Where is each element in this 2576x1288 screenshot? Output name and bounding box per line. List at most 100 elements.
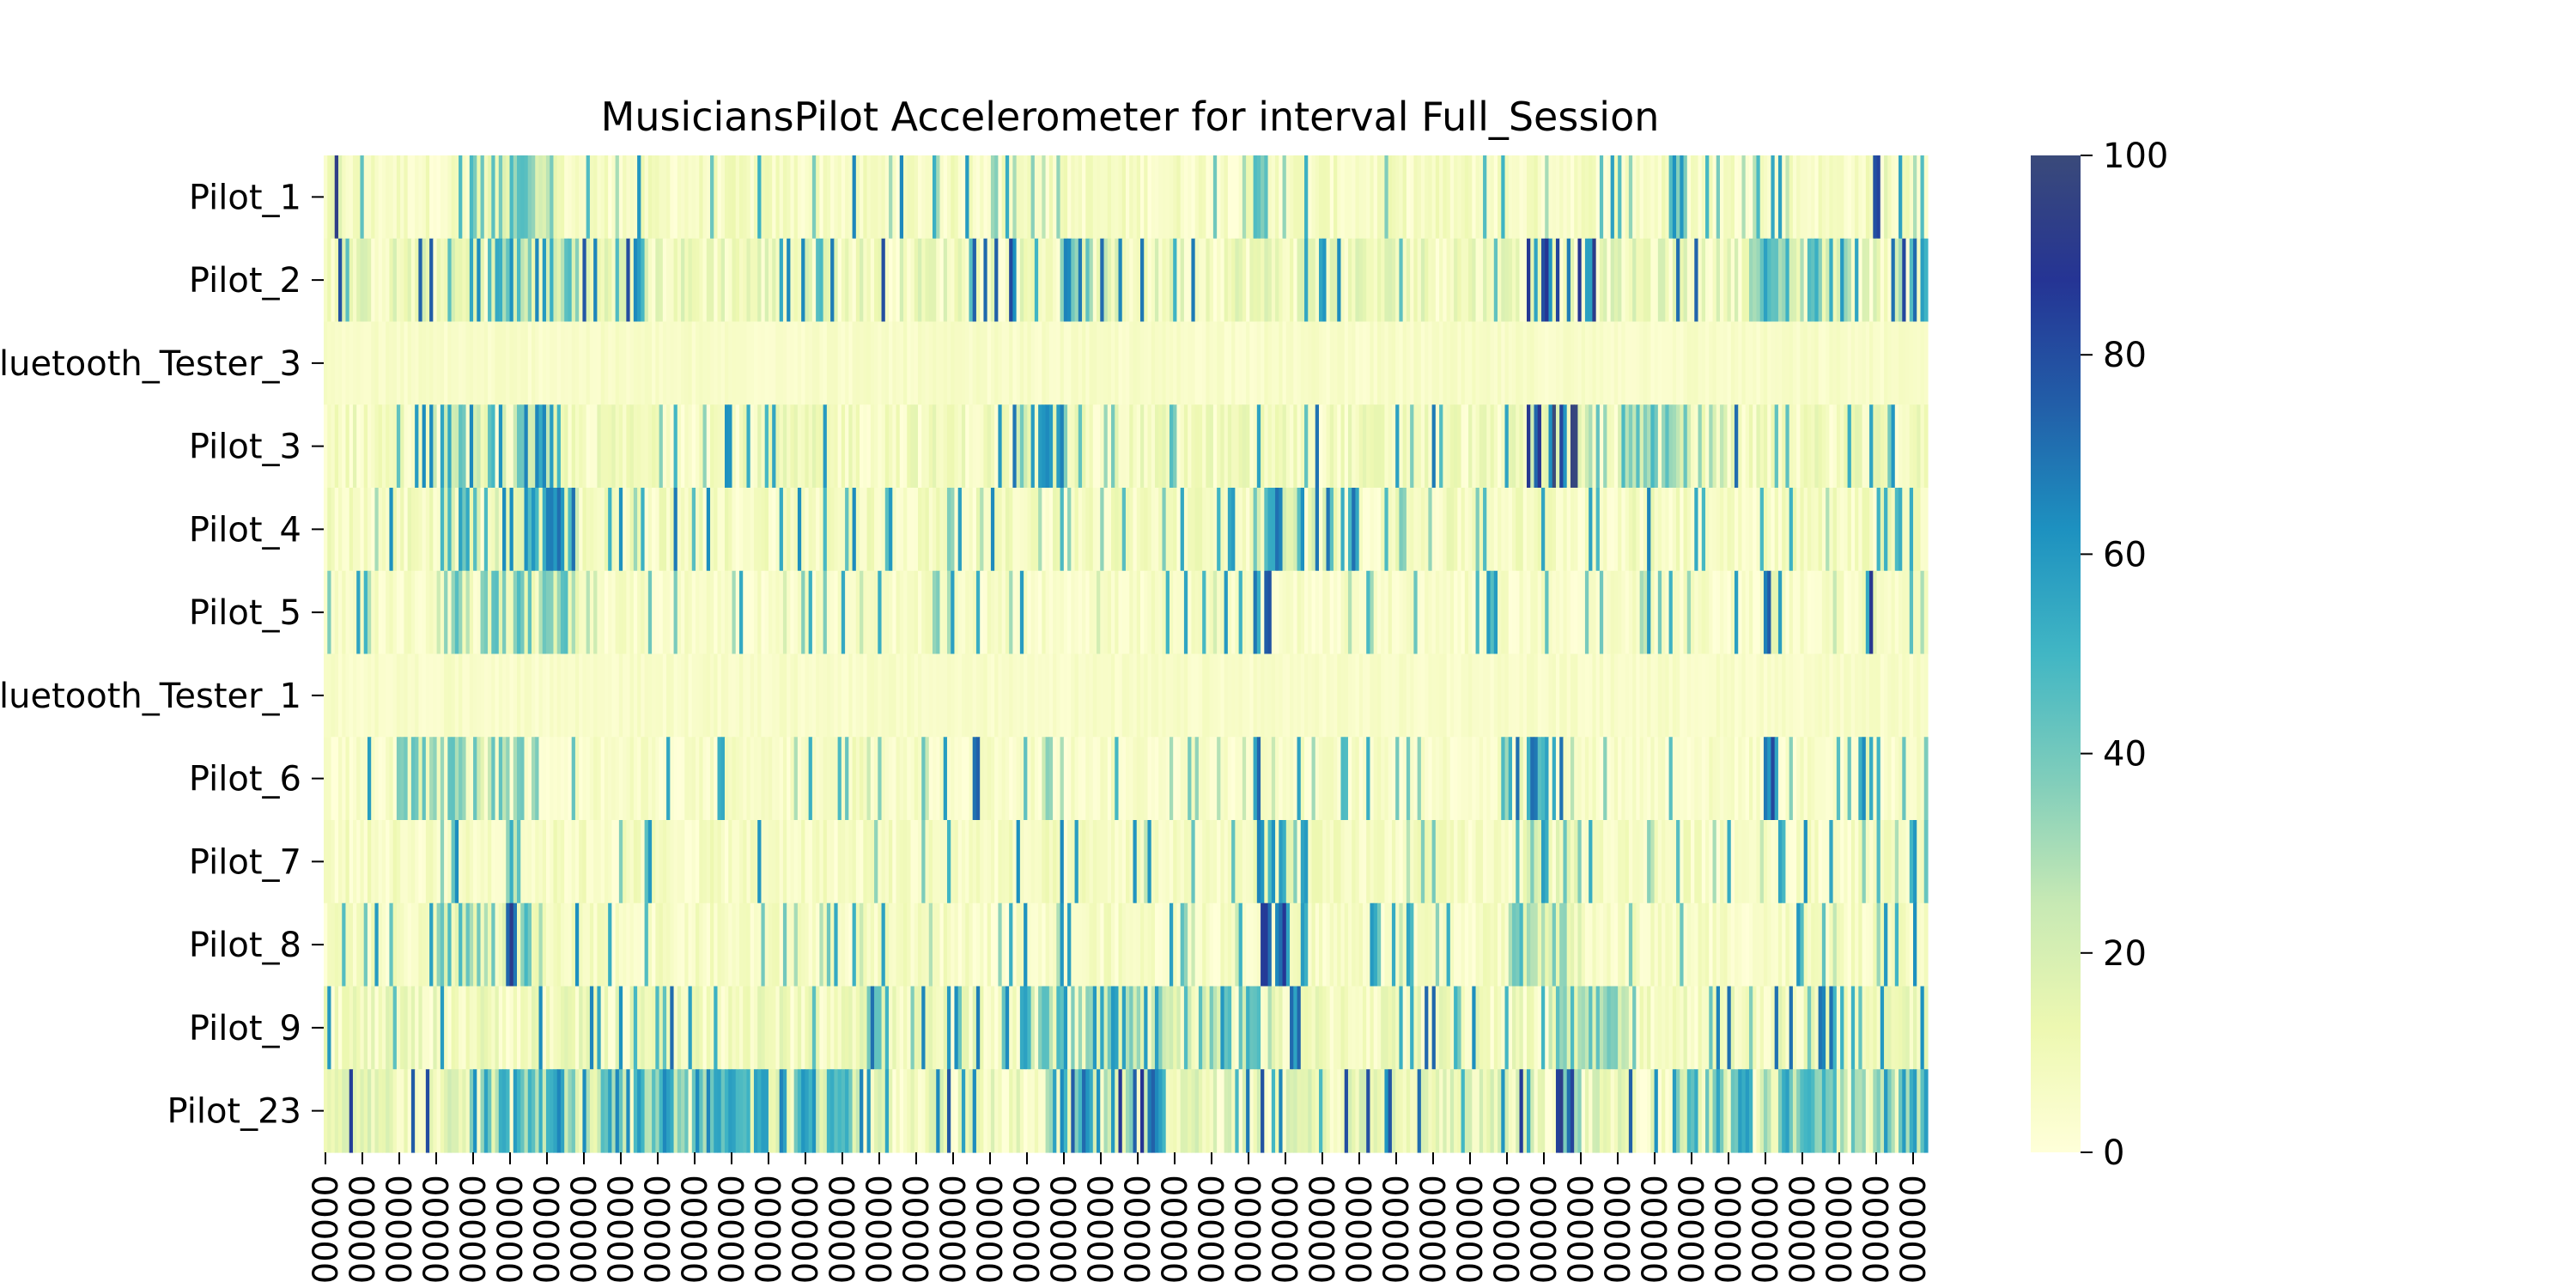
heatmap-cell (743, 986, 748, 1070)
heatmap-cell (1264, 820, 1269, 904)
heatmap-cell (1905, 238, 1911, 323)
heatmap-cell (556, 488, 562, 572)
heatmap-cell (1753, 488, 1758, 572)
heatmap-cell (819, 488, 824, 572)
heatmap-cell (1417, 570, 1422, 655)
heatmap-cell (392, 1069, 398, 1153)
heatmap-cell (608, 986, 612, 1070)
heatmap-cell (1865, 321, 1870, 405)
heatmap-cell (1326, 404, 1331, 489)
heatmap-cell (407, 238, 412, 323)
heatmap-cell (834, 155, 839, 240)
heatmap-cell (1461, 404, 1466, 489)
heatmap-cell (975, 737, 981, 821)
heatmap-cell (579, 570, 584, 655)
heatmap-cell (564, 570, 569, 655)
heatmap-cell (928, 820, 933, 904)
heatmap-cell (1672, 238, 1677, 323)
heatmap-cell (1212, 653, 1218, 738)
heatmap-cell (524, 737, 529, 821)
heatmap-cell (750, 1069, 755, 1153)
heatmap-cell (337, 570, 343, 655)
heatmap-cell (545, 986, 550, 1070)
heatmap-cell (491, 653, 496, 738)
heatmap-cell (691, 820, 696, 904)
heatmap-cell (1723, 653, 1728, 738)
heatmap-cell (1508, 902, 1513, 987)
heatmap-cell (1829, 404, 1834, 489)
heatmap-cell (407, 155, 412, 240)
heatmap-cell (1045, 902, 1050, 987)
heatmap-cell (1370, 653, 1375, 738)
heatmap-cell (1173, 653, 1178, 738)
heatmap-cell (797, 488, 802, 572)
heatmap-cell (1074, 155, 1079, 240)
heatmap-cell (1734, 570, 1739, 655)
heatmap-cell (1818, 820, 1823, 904)
heatmap-cell (1865, 155, 1870, 240)
heatmap-cell (1169, 404, 1174, 489)
heatmap-cell (400, 1069, 404, 1153)
heatmap-cell (1680, 737, 1685, 821)
heatmap-cell (1694, 820, 1699, 904)
heatmap-cell (728, 404, 733, 489)
heatmap-cell (568, 653, 573, 738)
heatmap-cell (513, 653, 518, 738)
heatmap-cell (801, 986, 805, 1070)
heatmap-cell (914, 820, 919, 904)
heatmap-cell (1355, 902, 1360, 987)
heatmap-cell (965, 570, 970, 655)
heatmap-cell (531, 570, 536, 655)
heatmap-cell (1672, 902, 1677, 987)
heatmap-cell (1304, 321, 1309, 405)
heatmap-cell (571, 238, 576, 323)
heatmap-cell (1636, 820, 1641, 904)
heatmap-cell (1472, 653, 1477, 738)
heatmap-cell (1876, 404, 1881, 489)
heatmap-cell (735, 155, 740, 240)
heatmap-cell (1581, 902, 1586, 987)
heatmap-cell (1873, 986, 1878, 1070)
heatmap-cell (681, 820, 685, 904)
heatmap-cell (1832, 488, 1838, 572)
heatmap-cell (1705, 404, 1710, 489)
heatmap-cell (1720, 986, 1724, 1070)
heatmap-cell (1613, 488, 1619, 572)
heatmap-cell (425, 238, 430, 323)
heatmap-cell (852, 238, 857, 323)
heatmap-cell (855, 404, 860, 489)
heatmap-cell (1078, 238, 1083, 323)
heatmap-cell (725, 902, 729, 987)
heatmap-cell (1001, 820, 1006, 904)
heatmap-cell (706, 570, 711, 655)
heatmap-cell (1643, 155, 1648, 240)
heatmap-cell (691, 488, 696, 572)
heatmap-cell (1235, 986, 1240, 1070)
heatmap-cell (418, 986, 423, 1070)
heatmap-cell (564, 902, 569, 987)
heatmap-cell (1249, 321, 1255, 405)
heatmap-cell (808, 570, 813, 655)
heatmap-cell (538, 737, 544, 821)
heatmap-cell (1800, 820, 1805, 904)
heatmap-cell (1782, 902, 1787, 987)
heatmap-cell (1862, 404, 1867, 489)
heatmap-cell (983, 488, 988, 572)
heatmap-cell (626, 902, 631, 987)
heatmap-cell (1610, 404, 1615, 489)
heatmap-cell (1024, 155, 1028, 240)
heatmap-cell (444, 321, 448, 405)
heatmap-cell (1880, 737, 1885, 821)
heatmap-cell (1577, 404, 1583, 489)
heatmap-cell (1169, 737, 1174, 821)
heatmap-cell (1522, 321, 1528, 405)
heatmap-cell (1884, 488, 1888, 572)
heatmap-cell (1647, 321, 1651, 405)
heatmap-cell (1019, 653, 1024, 738)
heatmap-cell (465, 1069, 471, 1153)
heatmap-cell (553, 570, 558, 655)
heatmap-cell (925, 737, 930, 821)
heatmap-cell (975, 986, 981, 1070)
heatmap-cell (469, 820, 474, 904)
heatmap-cell (1498, 570, 1502, 655)
